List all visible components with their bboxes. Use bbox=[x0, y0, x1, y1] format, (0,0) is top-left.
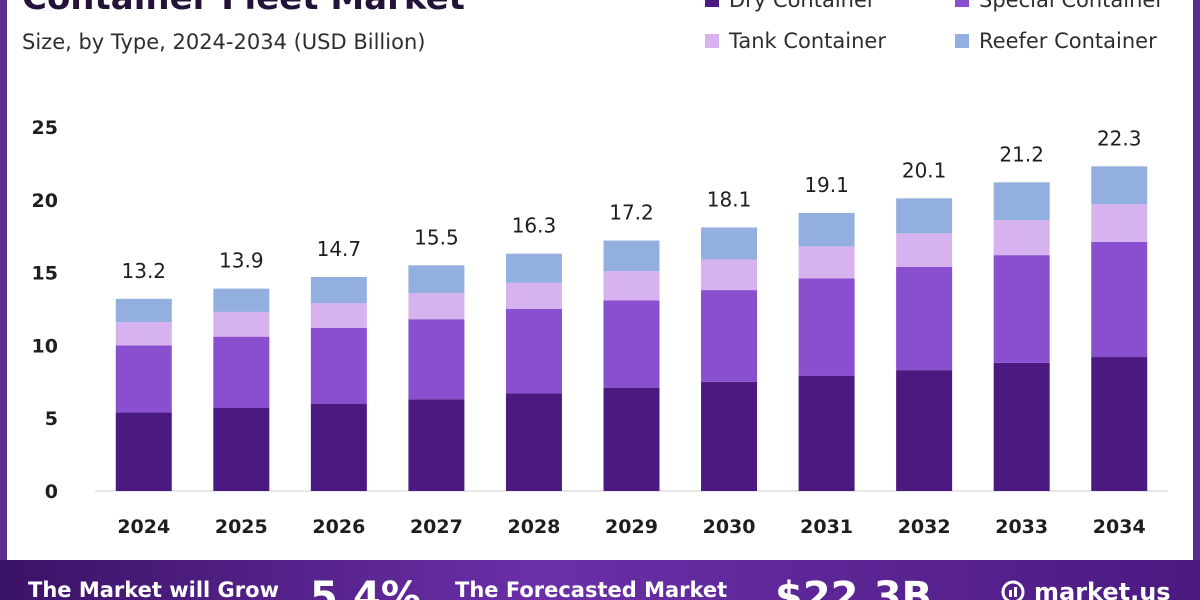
bar-segment bbox=[505, 253, 562, 283]
legend-item-reefer-container: Reefer Container bbox=[955, 29, 1157, 53]
bar-segment bbox=[896, 198, 953, 234]
x-tick-label: 2032 bbox=[898, 516, 951, 538]
x-tick-label: 2034 bbox=[1093, 516, 1146, 538]
bar-segment bbox=[213, 408, 270, 491]
bar-segment bbox=[896, 266, 953, 371]
bar-total-label: 14.7 bbox=[317, 237, 362, 261]
legend-item-special-container: Special Container bbox=[955, 0, 1164, 12]
bar-segment bbox=[213, 288, 270, 312]
y-tick-label: 10 bbox=[32, 335, 58, 357]
bar-segment bbox=[603, 271, 660, 301]
bar-segment bbox=[213, 311, 270, 337]
bar-segment bbox=[701, 290, 758, 382]
bar-segment bbox=[701, 227, 758, 260]
bar-segment bbox=[310, 327, 367, 404]
bar-segment bbox=[603, 387, 660, 491]
y-tick-label: 20 bbox=[32, 190, 58, 212]
footer-grow-label: The Market will Grow bbox=[28, 578, 279, 600]
bar-total-label: 18.1 bbox=[707, 187, 752, 211]
bar-total-label: 13.2 bbox=[122, 259, 167, 283]
bar-segment bbox=[896, 233, 953, 267]
y-tick-label: 0 bbox=[45, 481, 58, 503]
footer-cagr-value: 5.4% bbox=[310, 574, 421, 600]
x-tick-label: 2030 bbox=[703, 516, 756, 538]
left-border bbox=[0, 0, 7, 560]
bar-segment bbox=[505, 282, 562, 309]
bar-segment bbox=[798, 375, 855, 491]
x-tick-label: 2026 bbox=[312, 516, 365, 538]
bar-segment bbox=[1091, 242, 1148, 358]
bar-segment bbox=[408, 399, 465, 491]
x-tick-label: 2025 bbox=[215, 516, 268, 538]
legend-label-dry-container: Dry Container bbox=[729, 0, 876, 12]
bar-segment bbox=[115, 412, 172, 491]
bar-segment bbox=[993, 362, 1050, 491]
footer-brand: market.us bbox=[1000, 578, 1171, 600]
footer-forecast-value: $22.3B bbox=[775, 574, 933, 600]
bar-segment bbox=[505, 309, 562, 394]
bar-segment bbox=[115, 322, 172, 346]
bar-segment bbox=[993, 255, 1050, 363]
legend-label-tank-container: Tank Container bbox=[729, 29, 886, 53]
bar-segment bbox=[408, 292, 465, 320]
x-tick-label: 2031 bbox=[800, 516, 853, 538]
legend-item-dry-container: Dry Container bbox=[705, 0, 876, 12]
bar-segment bbox=[310, 403, 367, 491]
brand-logo-icon bbox=[1001, 580, 1025, 600]
bar-segment bbox=[701, 259, 758, 291]
bar-segment bbox=[896, 370, 953, 491]
bar-segment bbox=[213, 336, 270, 409]
bar-segment bbox=[1091, 204, 1148, 243]
y-tick-label: 15 bbox=[32, 263, 58, 285]
bar-total-label: 20.1 bbox=[902, 158, 947, 182]
legend-swatch-tank-container bbox=[705, 34, 719, 48]
bar-segment bbox=[798, 246, 855, 279]
legend-item-tank-container: Tank Container bbox=[705, 29, 886, 53]
chart-subtitle: Size, by Type, 2024-2034 (USD Billion) bbox=[22, 30, 426, 54]
right-border bbox=[1193, 0, 1200, 560]
bar-total-label: 15.5 bbox=[414, 225, 459, 249]
stacked-bar-chart: 051015202513.2202413.9202514.7202615.520… bbox=[32, 117, 1168, 538]
legend-swatch-dry-container bbox=[705, 0, 719, 7]
bar-segment bbox=[603, 300, 660, 388]
x-tick-label: 2033 bbox=[995, 516, 1048, 538]
bar-segment bbox=[798, 278, 855, 376]
y-tick-label: 5 bbox=[45, 408, 58, 430]
bar-segment bbox=[505, 393, 562, 491]
bar-segment bbox=[408, 319, 465, 400]
footer-forecast-label: The Forecasted Market bbox=[455, 578, 728, 600]
bar-segment bbox=[798, 212, 855, 247]
bar-total-label: 16.3 bbox=[512, 214, 557, 238]
x-tick-label: 2027 bbox=[410, 516, 463, 538]
bar-segment bbox=[115, 345, 172, 413]
x-tick-label: 2028 bbox=[508, 516, 561, 538]
bar-total-label: 19.1 bbox=[804, 173, 849, 197]
bar-segment bbox=[310, 303, 367, 328]
bar-total-label: 21.2 bbox=[999, 142, 1044, 166]
x-tick-label: 2029 bbox=[605, 516, 658, 538]
footer-brand-name: market.us bbox=[1034, 578, 1171, 600]
chart-title: Container Fleet Market bbox=[22, 0, 465, 18]
legend-swatch-special-container bbox=[955, 0, 969, 7]
bar-segment bbox=[310, 276, 367, 304]
bar-segment bbox=[1091, 166, 1148, 205]
bar-segment bbox=[993, 220, 1050, 256]
legend-swatch-reefer-container bbox=[955, 34, 969, 48]
bar-segment bbox=[701, 381, 758, 491]
legend-label-reefer-container: Reefer Container bbox=[979, 29, 1157, 53]
bar-segment bbox=[993, 182, 1050, 221]
footer-banner: The Market will Grow 5.4% The Forecasted… bbox=[0, 560, 1200, 600]
bar-segment bbox=[408, 265, 465, 293]
x-tick-label: 2024 bbox=[117, 516, 170, 538]
bar-segment bbox=[603, 240, 660, 272]
y-tick-label: 25 bbox=[32, 117, 58, 139]
bar-total-label: 13.9 bbox=[219, 249, 264, 273]
bar-total-label: 22.3 bbox=[1097, 126, 1142, 150]
bar-segment bbox=[115, 298, 172, 323]
bar-total-label: 17.2 bbox=[609, 201, 654, 225]
bar-segment bbox=[1091, 357, 1148, 491]
legend-label-special-container: Special Container bbox=[979, 0, 1164, 12]
